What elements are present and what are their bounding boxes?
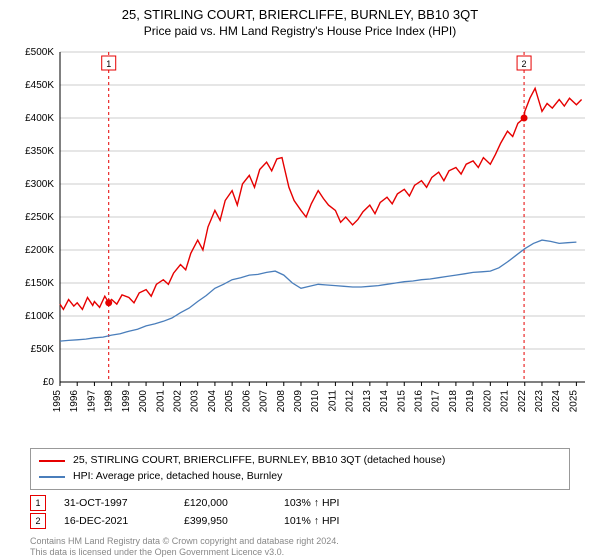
marker-box-1: 2 [30, 513, 46, 529]
chart-subtitle: Price paid vs. HM Land Registry's House … [0, 24, 600, 42]
svg-text:1999: 1999 [121, 390, 132, 413]
svg-text:2009: 2009 [293, 390, 304, 413]
svg-text:£350K: £350K [25, 146, 54, 157]
svg-text:2003: 2003 [190, 390, 201, 413]
svg-text:2021: 2021 [500, 390, 511, 413]
svg-text:2013: 2013 [362, 390, 373, 413]
marker-price-0: £120,000 [184, 497, 284, 509]
legend-text-1: HPI: Average price, detached house, Burn… [73, 469, 282, 485]
svg-text:£100K: £100K [25, 311, 54, 322]
svg-text:2010: 2010 [310, 390, 321, 413]
footer-line2: This data is licensed under the Open Gov… [30, 547, 570, 559]
svg-text:2015: 2015 [396, 390, 407, 413]
footer-note: Contains HM Land Registry data © Crown c… [30, 536, 570, 559]
svg-text:2: 2 [522, 59, 527, 69]
marker-pct-1: 101% ↑ HPI [284, 515, 394, 527]
marker-row-0: 1 31-OCT-1997 £120,000 103% ↑ HPI [30, 494, 570, 512]
svg-text:2012: 2012 [345, 390, 356, 413]
marker-date-1: 16-DEC-2021 [64, 515, 184, 527]
chart-area: £0 £50K £100K £150K £200K £250K £300K £350K £400… [5, 42, 595, 442]
svg-text:2019: 2019 [465, 390, 476, 413]
svg-text:2005: 2005 [224, 390, 235, 413]
legend-row-1: HPI: Average price, detached house, Burn… [39, 469, 561, 485]
svg-text:2025: 2025 [568, 390, 579, 413]
marker-num-0: 1 [35, 498, 40, 508]
legend-text-0: 25, STIRLING COURT, BRIERCLIFFE, BURNLEY… [73, 453, 445, 469]
svg-text:1998: 1998 [104, 390, 115, 413]
marker-price-1: £399,950 [184, 515, 284, 527]
svg-text:1: 1 [106, 59, 111, 69]
svg-text:£250K: £250K [25, 212, 54, 223]
legend-swatch-0 [39, 460, 65, 462]
marker-num-1: 2 [35, 516, 40, 526]
svg-text:2007: 2007 [259, 390, 270, 413]
svg-text:2017: 2017 [431, 390, 442, 413]
svg-text:2018: 2018 [448, 390, 459, 413]
svg-text:2001: 2001 [155, 390, 166, 413]
svg-text:£200K: £200K [25, 245, 54, 256]
svg-text:£50K: £50K [31, 344, 55, 355]
svg-text:1997: 1997 [86, 390, 97, 413]
svg-text:£450K: £450K [25, 80, 54, 91]
svg-text:1995: 1995 [52, 390, 63, 413]
chart-svg: £0 £50K £100K £150K £200K £250K £300K £350K £400… [5, 42, 595, 442]
svg-text:£300K: £300K [25, 179, 54, 190]
svg-text:2000: 2000 [138, 390, 149, 413]
svg-text:2024: 2024 [551, 390, 562, 413]
svg-text:£500K: £500K [25, 47, 54, 58]
marker-box-0: 1 [30, 495, 46, 511]
svg-text:2014: 2014 [379, 390, 390, 413]
svg-text:£0: £0 [43, 377, 55, 388]
svg-text:£150K: £150K [25, 278, 54, 289]
svg-text:£400K: £400K [25, 113, 54, 124]
svg-text:2004: 2004 [207, 390, 218, 413]
svg-text:2008: 2008 [276, 390, 287, 413]
legend-swatch-1 [39, 476, 65, 478]
footer-line1: Contains HM Land Registry data © Crown c… [30, 536, 570, 548]
svg-text:2023: 2023 [534, 390, 545, 413]
legend-box: 25, STIRLING COURT, BRIERCLIFFE, BURNLEY… [30, 448, 570, 490]
svg-text:1996: 1996 [69, 390, 80, 413]
markers-table: 1 31-OCT-1997 £120,000 103% ↑ HPI 2 16-D… [30, 494, 570, 530]
marker-row-1: 2 16-DEC-2021 £399,950 101% ↑ HPI [30, 512, 570, 530]
svg-text:2011: 2011 [327, 390, 338, 412]
svg-text:2002: 2002 [172, 390, 183, 413]
svg-text:2006: 2006 [241, 390, 252, 413]
chart-title: 25, STIRLING COURT, BRIERCLIFFE, BURNLEY… [0, 0, 600, 24]
svg-text:2016: 2016 [413, 390, 424, 413]
marker-pct-0: 103% ↑ HPI [284, 497, 394, 509]
svg-text:2022: 2022 [517, 390, 528, 413]
marker-date-0: 31-OCT-1997 [64, 497, 184, 509]
svg-text:2020: 2020 [482, 390, 493, 413]
legend-row-0: 25, STIRLING COURT, BRIERCLIFFE, BURNLEY… [39, 453, 561, 469]
